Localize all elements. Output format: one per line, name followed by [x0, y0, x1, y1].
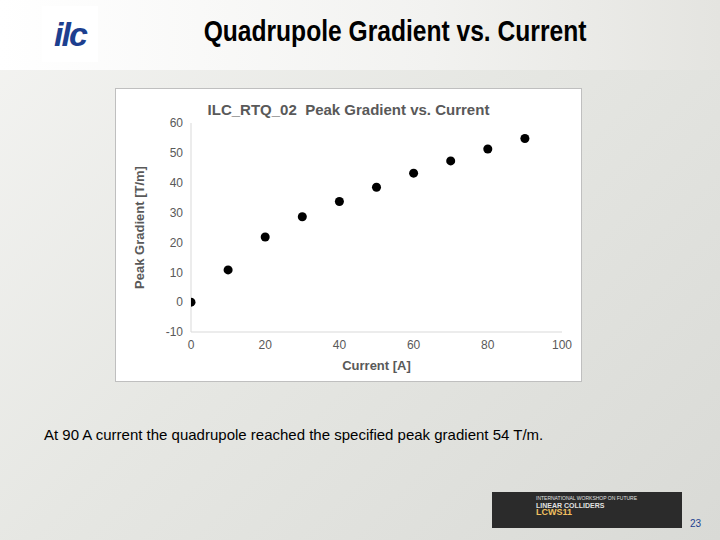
svg-text:50: 50 — [170, 146, 184, 160]
html-text:23: 23 — [690, 518, 702, 529]
svg-text:0: 0 — [176, 295, 183, 309]
svg-text:60: 60 — [407, 338, 421, 352]
html-text:INTERNATIONAL WORKSHOP ON FUTU: INTERNATIONAL WORKSHOP ON FUTURE — [536, 495, 637, 501]
svg-text:40: 40 — [170, 176, 184, 190]
svg-text:20: 20 — [259, 338, 273, 352]
html-text:LINEAR COLLIDERS: LINEAR COLLIDERS — [536, 502, 605, 509]
svg-text:60: 60 — [170, 116, 184, 130]
svg-text:0: 0 — [188, 338, 195, 352]
svg-text:100: 100 — [552, 338, 572, 352]
svg-text:40: 40 — [333, 338, 347, 352]
html-text:At 90 A current the quadrupole: At 90 A current the quadrupole reached t… — [44, 426, 544, 443]
svg-text:20: 20 — [170, 236, 184, 250]
svg-text:80: 80 — [481, 338, 495, 352]
svg-text:30: 30 — [170, 206, 184, 220]
svg-text:10: 10 — [170, 266, 184, 280]
svg-text:Current [A]: Current [A] — [342, 358, 411, 373]
html-text:ILC_RTQ_02 Peak Gradient vs. C: ILC_RTQ_02 Peak Gradient vs. Current — [207, 101, 490, 118]
svg-text:Peak Gradient [T/m]: Peak Gradient [T/m] — [132, 166, 147, 289]
svg-text:-10: -10 — [166, 325, 184, 339]
html-text:ilc: ilc — [54, 15, 86, 53]
html-text:LCWS11: LCWS11 — [536, 507, 572, 517]
html-text:Quadrupole Gradient vs. Curren: Quadrupole Gradient vs. Current — [203, 14, 587, 47]
